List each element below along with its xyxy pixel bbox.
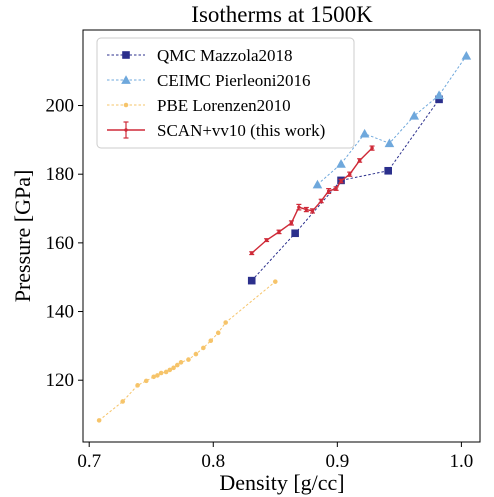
- legend-entry: SCAN+vv10 (this work): [107, 121, 325, 140]
- legend: QMC Mazzola2018 CEIMC Pierleoni2016 PBE Lo…: [96, 37, 355, 149]
- data-point: [186, 357, 191, 362]
- y-tick-label: 140: [46, 302, 75, 323]
- data-point: [359, 128, 370, 138]
- legend-entry: QMC Mazzola2018: [107, 46, 293, 65]
- x-tick-label: 0.9: [325, 451, 349, 472]
- x-tick-label: 0.7: [77, 451, 101, 472]
- data-point: [178, 360, 184, 365]
- y-tick-label: 120: [46, 370, 75, 391]
- legend-label: QMC Mazzola2018: [157, 46, 293, 65]
- data-point: [336, 159, 346, 168]
- data-point: [312, 179, 323, 189]
- data-point: [201, 345, 206, 351]
- data-point: [384, 166, 392, 175]
- data-point: [409, 111, 420, 120]
- data-point: [304, 207, 309, 212]
- data-point: [348, 172, 352, 176]
- legend-box: [96, 37, 355, 149]
- legend-marker: [124, 128, 128, 132]
- data-point: [326, 189, 331, 193]
- series-pbe-lorenzen2010: [96, 279, 278, 423]
- legend-entry: PBE Lorenzen2010: [107, 96, 291, 115]
- data-point: [291, 229, 299, 238]
- x-tick-label: 0.8: [201, 451, 225, 472]
- data-point: [120, 399, 125, 404]
- data-point: [208, 338, 214, 344]
- chart-title: Isotherms at 1500K: [191, 2, 373, 27]
- data-point: [357, 158, 362, 163]
- data-point: [193, 351, 199, 357]
- data-point: [155, 373, 160, 378]
- series-scan-vv10-this-work: [249, 145, 375, 256]
- data-point: [384, 138, 395, 148]
- plot-frame: [82, 29, 481, 443]
- data-point: [151, 374, 157, 380]
- data-point: [461, 50, 472, 60]
- series-line: [98, 281, 276, 421]
- data-point: [277, 230, 281, 234]
- data-point: [96, 418, 102, 423]
- legend-entry: CEIMC Pierleoni2016: [107, 71, 310, 90]
- series-ceimc-pierleoni2016: [312, 50, 472, 189]
- data-point: [334, 186, 338, 191]
- legend-label: SCAN+vv10 (this work): [157, 121, 325, 140]
- data-point: [135, 383, 140, 388]
- y-tick-label: 200: [46, 96, 75, 117]
- data-point: [289, 221, 294, 225]
- data-point: [264, 238, 269, 242]
- y-tick-label: 160: [46, 233, 75, 254]
- y-tick-label: 180: [46, 164, 75, 185]
- data-point: [339, 179, 343, 183]
- legend-label: PBE Lorenzen2010: [157, 96, 291, 115]
- data-point: [297, 205, 301, 209]
- series-line: [251, 147, 373, 254]
- x-axis-label: Density [g/cc]: [219, 470, 344, 495]
- data-point: [250, 251, 254, 255]
- legend-label: CEIMC Pierleoni2016: [157, 71, 310, 90]
- data-point: [370, 146, 374, 150]
- data-point: [215, 330, 221, 336]
- data-point: [171, 365, 176, 371]
- data-point: [158, 370, 164, 376]
- series-line: [251, 99, 440, 281]
- data-point: [143, 378, 149, 384]
- legend-marker: [121, 75, 131, 84]
- data-point: [435, 95, 443, 104]
- data-point: [272, 279, 278, 284]
- x-tick-label: 1.0: [450, 451, 474, 472]
- legend-marker: [122, 51, 130, 59]
- data-point: [319, 199, 323, 203]
- y-axis-label: Pressure [GPa]: [10, 170, 35, 303]
- data-point: [434, 90, 444, 100]
- data-point: [167, 367, 173, 373]
- data-point: [223, 320, 228, 325]
- legend-marker: [123, 102, 129, 108]
- data-point: [163, 369, 169, 375]
- data-point: [247, 276, 256, 285]
- data-point: [174, 362, 180, 368]
- data-point: [310, 209, 315, 213]
